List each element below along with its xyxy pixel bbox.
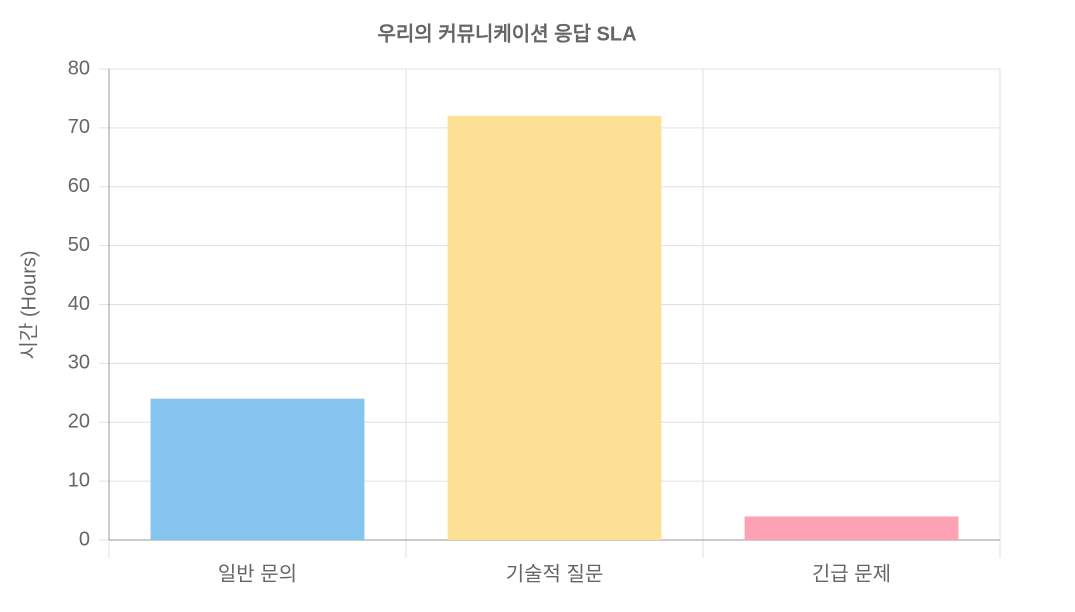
- y-axis-label: 시간 (Hours): [17, 250, 40, 359]
- x-tick-label: 긴급 문제: [812, 562, 891, 585]
- y-tick-label: 80: [68, 57, 90, 79]
- bar: [447, 116, 662, 540]
- y-tick-label: 60: [68, 175, 90, 197]
- bar: [150, 398, 365, 540]
- y-tick-label: 10: [68, 469, 90, 491]
- y-tick-label: 0: [79, 528, 90, 550]
- chart-title: 우리의 커뮤니케이션 응답 SLA: [377, 22, 636, 45]
- x-tick-label: 일반 문의: [218, 562, 297, 585]
- y-tick-label: 50: [68, 234, 90, 256]
- y-tick-label: 40: [68, 293, 90, 315]
- y-tick-label: 70: [68, 116, 90, 138]
- x-tick-label: 기술적 질문: [506, 562, 604, 585]
- y-tick-label: 30: [68, 352, 90, 374]
- bar: [744, 516, 959, 540]
- y-tick-label: 20: [68, 411, 90, 433]
